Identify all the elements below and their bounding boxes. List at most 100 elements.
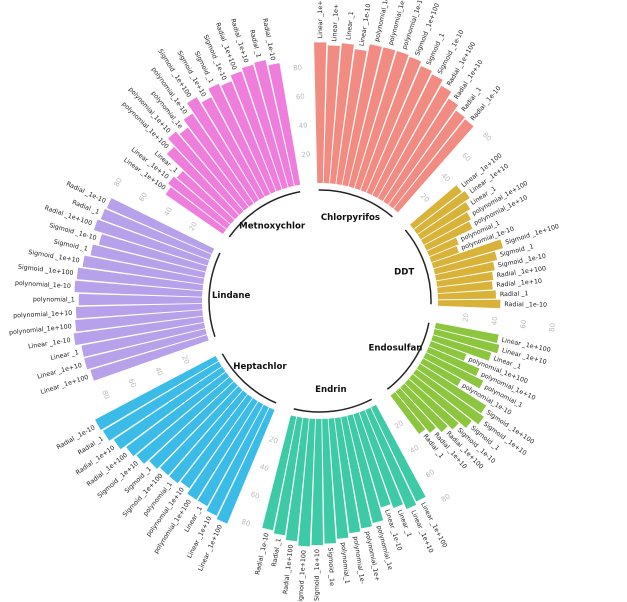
bar xyxy=(254,60,294,188)
bar-label: Linear _1 xyxy=(50,349,80,362)
group-label: Metnoxychlor xyxy=(239,221,306,231)
tick-label: 20 xyxy=(462,313,471,323)
bar xyxy=(160,386,243,476)
bar xyxy=(102,361,222,441)
bar xyxy=(433,329,500,354)
bar xyxy=(372,74,443,198)
bar-label: Linear _1e+ xyxy=(331,4,340,42)
bar xyxy=(230,71,282,192)
tick-label: 20 xyxy=(268,435,279,445)
tick-label: 20 xyxy=(188,221,199,233)
bar-label: Linear _1e+100 xyxy=(317,0,324,38)
bar-label: Radial _1 xyxy=(271,538,283,567)
bar xyxy=(437,281,493,294)
bar-label: polynomial_1 xyxy=(339,542,350,584)
bar xyxy=(328,418,349,539)
bar xyxy=(429,246,459,263)
bar xyxy=(78,293,203,306)
bar xyxy=(395,388,436,433)
bar xyxy=(98,234,208,272)
tick-label: 60 xyxy=(250,490,261,500)
bar xyxy=(417,202,471,240)
bar xyxy=(183,113,254,207)
bar-label: polynomial_1e xyxy=(374,0,391,42)
bar xyxy=(426,347,480,376)
bar xyxy=(421,212,471,245)
bar xyxy=(428,341,467,361)
bar-label: Sigmoid _1e xyxy=(326,547,335,586)
bar xyxy=(149,381,238,469)
bar-label: polynomial_1e+ xyxy=(364,531,381,582)
tick-label: 40 xyxy=(163,206,174,218)
bar xyxy=(84,328,207,370)
tick-label: 80 xyxy=(240,518,251,528)
bar xyxy=(180,394,253,489)
tick-label: 20 xyxy=(393,419,405,431)
bar-label: Radial _1 xyxy=(500,290,529,298)
bar xyxy=(76,267,204,291)
bar xyxy=(409,185,462,229)
bar xyxy=(166,146,239,220)
tick-label: 60 xyxy=(296,93,306,102)
tick-label: 40 xyxy=(153,366,164,377)
tick-label: 40 xyxy=(440,172,452,184)
group-label: Chlorpyrifos xyxy=(321,213,380,223)
bar-label: Radial _1e+100 xyxy=(282,544,295,594)
bar xyxy=(390,392,426,434)
tick-label: 40 xyxy=(259,463,270,473)
bar xyxy=(168,131,244,215)
group-label: Endrin xyxy=(315,385,346,395)
bar xyxy=(206,404,269,516)
bar xyxy=(413,190,470,235)
bar xyxy=(393,119,474,213)
tick-label: 60 xyxy=(519,319,528,329)
tick-label: 80 xyxy=(440,493,452,505)
bar xyxy=(176,170,235,224)
bar-label: Sigmoid _1e+100 xyxy=(297,550,308,602)
bar xyxy=(409,374,472,428)
bar xyxy=(435,262,495,281)
bar xyxy=(81,322,206,357)
bar xyxy=(100,208,212,260)
tick-label: 80 xyxy=(548,323,557,333)
bar-label: Linear _1e-10 xyxy=(28,337,71,351)
bar-label: polynomial_1e+10 xyxy=(13,310,72,320)
bar-label: Linear _1e-10 xyxy=(359,3,373,46)
tick-label: 60 xyxy=(460,151,472,163)
bar xyxy=(106,198,215,254)
tick-label: 60 xyxy=(424,468,436,480)
bar xyxy=(169,390,248,484)
bar xyxy=(416,363,487,414)
bar xyxy=(400,383,448,433)
bar xyxy=(434,322,499,344)
bar xyxy=(126,372,230,457)
bar xyxy=(298,418,316,547)
bar xyxy=(201,97,265,200)
bar xyxy=(354,51,409,190)
bar xyxy=(359,410,403,508)
bar xyxy=(242,64,288,190)
bar xyxy=(341,415,372,529)
bar xyxy=(75,303,203,319)
bar xyxy=(437,299,501,309)
bar xyxy=(431,239,504,269)
bar xyxy=(377,85,452,202)
bar-label: Radial _1e+100 xyxy=(86,452,129,488)
group-label: Heptachlor xyxy=(233,362,287,372)
bar xyxy=(353,412,391,508)
bar xyxy=(366,66,432,195)
bar xyxy=(74,280,203,297)
group-arc xyxy=(404,229,432,305)
bar xyxy=(262,415,297,531)
bar-label: Radial _1 xyxy=(248,29,262,58)
bar xyxy=(314,42,327,184)
bar-label: Radial _1 xyxy=(71,199,100,216)
bar-label: polynomial_1e- xyxy=(351,536,365,584)
bar xyxy=(95,356,219,431)
bar-label: Radial _1e-10 xyxy=(261,18,276,61)
bar xyxy=(336,49,367,186)
